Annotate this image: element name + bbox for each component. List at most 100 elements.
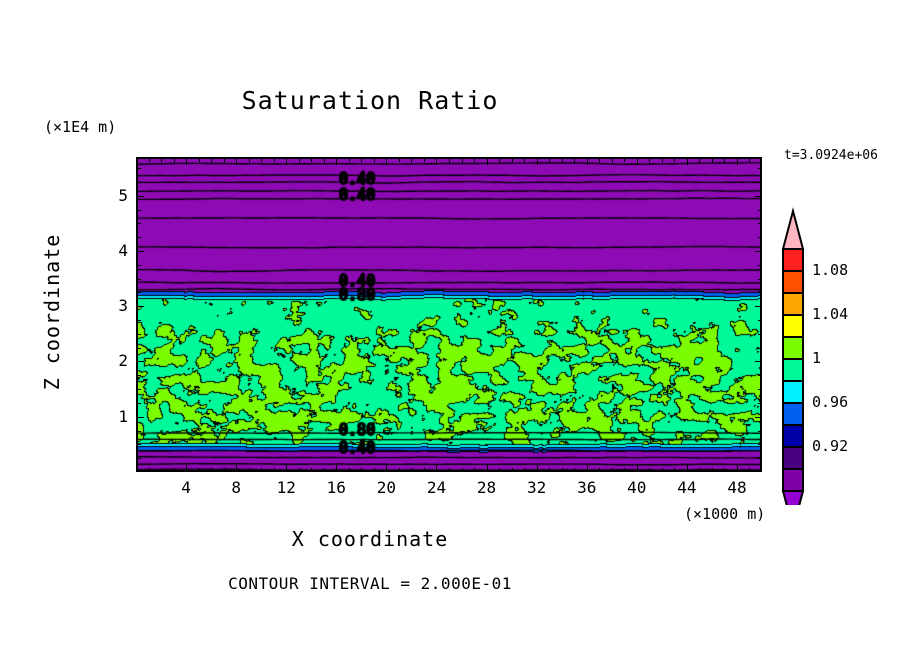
x-tick (186, 465, 188, 472)
colorbar-band (782, 292, 804, 316)
page-title: Saturation Ratio (241, 86, 499, 115)
y-tick-right (758, 237, 762, 239)
y-tick-right (755, 416, 762, 418)
y-tick (137, 250, 144, 252)
colorbar-band (782, 380, 804, 404)
y-tick-right (755, 361, 762, 363)
x-tick (323, 468, 325, 472)
x-axis-tick-label: 44 (677, 478, 697, 497)
x-tick (711, 468, 713, 472)
colorbar-tick-label: 1.08 (812, 261, 849, 279)
x-tick (336, 465, 338, 472)
x-axis-tick-label: 12 (276, 478, 296, 497)
y-tick-right (758, 320, 762, 322)
y-tick (137, 278, 141, 280)
colorbar-band (782, 402, 804, 426)
y-tick-right (758, 168, 762, 170)
x-tick-top (398, 158, 400, 162)
colorbar-band (782, 424, 804, 448)
y-tick (137, 195, 144, 197)
x-tick-top (148, 158, 150, 162)
x-tick (536, 465, 538, 472)
y-tick-right (758, 402, 762, 404)
x-tick-top (198, 158, 200, 162)
y-axis-tick-label: 4 (118, 240, 128, 260)
x-tick (373, 468, 375, 472)
y-tick (137, 320, 141, 322)
x-tick (599, 468, 601, 472)
x-tick-top (674, 158, 676, 162)
y-tick-right (758, 292, 762, 294)
x-tick-top (724, 158, 726, 162)
x-tick (436, 465, 438, 472)
x-tick (298, 468, 300, 472)
x-tick-top (186, 158, 188, 165)
time-annotation: t=3.0924e+06 (784, 148, 878, 163)
x-tick-top (348, 158, 350, 162)
x-tick (574, 468, 576, 472)
x-axis-tick-label: 8 (231, 478, 241, 497)
x-tick-top (436, 158, 438, 165)
x-tick-top (699, 158, 701, 162)
x-tick-top (736, 158, 738, 165)
x-tick (311, 468, 313, 472)
x-tick (486, 465, 488, 472)
x-tick-top (361, 158, 363, 162)
y-axis-unit-label: (×1E4 m) (44, 118, 117, 136)
colorbar-band (782, 314, 804, 338)
x-tick-top (474, 158, 476, 162)
y-tick (137, 361, 144, 363)
y-tick (137, 209, 141, 211)
x-tick (649, 468, 651, 472)
y-tick (137, 347, 141, 349)
x-axis-unit-label: (×1000 m) (684, 505, 766, 523)
y-tick (137, 237, 141, 239)
x-tick (549, 468, 551, 472)
x-tick-top (411, 158, 413, 162)
x-tick-top (561, 158, 563, 162)
y-axis-title: Z coordinate (40, 233, 64, 391)
colorbar-band (782, 358, 804, 382)
y-tick-right (758, 223, 762, 225)
x-tick-top (323, 158, 325, 162)
y-tick-right (758, 458, 762, 460)
colorbar-band (782, 468, 804, 492)
x-tick (398, 468, 400, 472)
x-tick (749, 468, 751, 472)
colorbar: 1.08 1.04 1 0.96 0.92 (772, 205, 902, 505)
x-tick-top (611, 158, 613, 162)
x-tick (148, 468, 150, 472)
y-tick (137, 458, 141, 460)
y-tick (137, 306, 144, 308)
x-tick-top (661, 158, 663, 162)
x-tick-top (711, 158, 713, 162)
x-tick (236, 465, 238, 472)
x-tick-top (586, 158, 588, 165)
y-tick (137, 389, 141, 391)
y-tick-right (758, 278, 762, 280)
x-tick-top (449, 158, 450, 162)
y-tick (137, 181, 141, 183)
x-axis-tick-label: 24 (426, 478, 447, 497)
x-axis-tick-label: 40 (627, 478, 647, 497)
colorbar-tick-label: 0.92 (812, 437, 849, 455)
y-axis-tick-label: 5 (118, 185, 128, 205)
x-tick-top (298, 158, 300, 162)
y-axis-tick-label: 2 (118, 351, 128, 371)
x-tick (511, 468, 513, 472)
x-tick (361, 468, 363, 472)
colorbar-over-arrow (781, 207, 805, 250)
x-tick (211, 468, 213, 472)
y-tick (137, 402, 141, 404)
x-tick (699, 468, 701, 472)
x-tick (449, 468, 450, 472)
x-tick-top (236, 158, 238, 165)
y-tick (137, 444, 141, 446)
x-tick-top (173, 158, 175, 162)
x-tick-top (624, 158, 626, 162)
x-tick (661, 468, 663, 472)
x-tick (624, 468, 626, 472)
x-tick (586, 465, 588, 472)
colorbar-band (782, 336, 804, 360)
contour-interval-note: CONTOUR INTERVAL = 2.000E-01 (228, 574, 512, 593)
